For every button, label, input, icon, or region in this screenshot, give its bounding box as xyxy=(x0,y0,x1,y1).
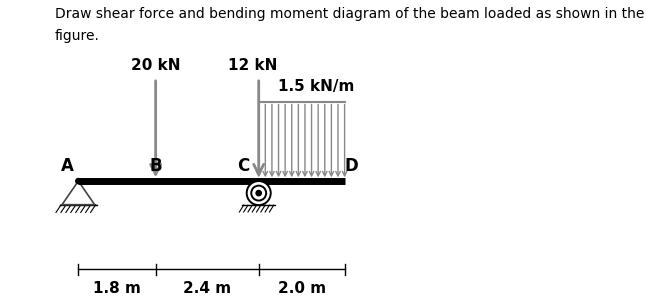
Text: 1.8 m: 1.8 m xyxy=(93,281,141,296)
Text: Draw shear force and bending moment diagram of the beam loaded as shown in the: Draw shear force and bending moment diag… xyxy=(55,7,644,21)
Circle shape xyxy=(256,191,262,196)
Text: 12 kN: 12 kN xyxy=(227,58,277,73)
Circle shape xyxy=(251,186,266,201)
Text: C: C xyxy=(238,157,250,175)
Circle shape xyxy=(76,178,81,184)
Text: D: D xyxy=(344,157,358,175)
Circle shape xyxy=(247,181,271,205)
Text: 1.5 kN/m: 1.5 kN/m xyxy=(278,79,355,94)
Text: A: A xyxy=(61,157,74,175)
Text: 20 kN: 20 kN xyxy=(131,58,180,73)
Text: figure.: figure. xyxy=(55,29,99,43)
Text: 2.0 m: 2.0 m xyxy=(278,281,326,296)
Text: 2.4 m: 2.4 m xyxy=(183,281,231,296)
Text: B: B xyxy=(149,157,162,175)
